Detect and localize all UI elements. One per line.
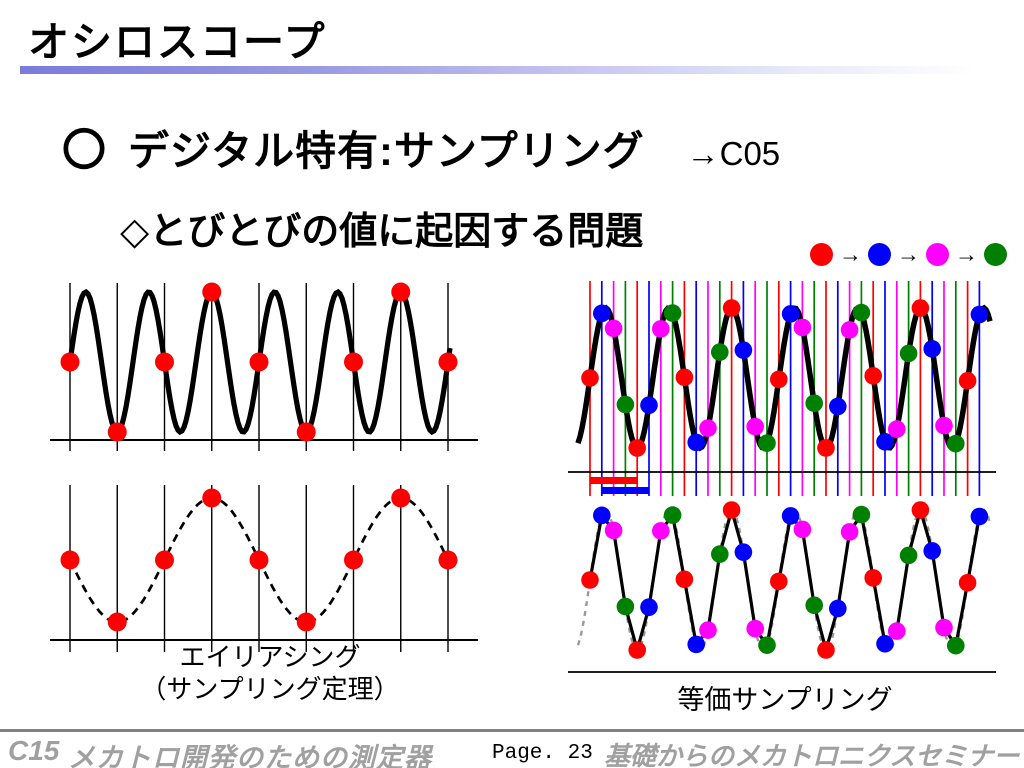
chart-equivalent-sampling-acquisition [568,281,996,496]
aliasing-caption-line1: エイリアシング [179,642,361,672]
legend-arrow-icon: → [897,241,920,267]
legend-green-pass-dot [984,243,1007,266]
main-bullet: 〇 デジタル特有:サンプリング →C05 [62,114,780,178]
aliasing-caption-line2: （サンプリング定理） [140,674,400,704]
sampling-order-legend: → → → [810,243,1007,266]
legend-red-pass-dot [810,243,833,266]
chart-equivalent-sampling-reconstruction [568,501,996,673]
course-title: メカトロ開発のための測定器 [68,743,432,768]
chart-aliasing-apparent-wave [50,485,478,652]
main-bullet-text: デジタル特有:サンプリング [128,128,645,174]
sub-bullet-text: ◇とびとびの値に起因する問題 [120,211,644,253]
legend-arrow-icon: → [839,241,862,267]
aliasing-caption: エイリアシング （サンプリング定理） [115,641,425,705]
legend-arrow-icon: → [955,241,978,267]
chart-aliasing-acquisition [50,282,478,451]
seminar-title: 基礎からのメカトロニクスセミナー [604,741,1020,768]
equivalent-sampling-caption: 等価サンプリング [677,685,893,715]
legend-magenta-pass-dot [926,243,949,266]
circle-bullet: 〇 [62,126,106,175]
legend-blue-pass-dot [868,243,891,266]
course-code: C15 [8,735,60,766]
heading-reference: →C05 [686,135,781,172]
page-number: Page. 23 [492,742,593,765]
page-title: オシロスコープ [28,19,327,65]
title-underline [20,66,1016,74]
footer-divider [0,729,1024,732]
